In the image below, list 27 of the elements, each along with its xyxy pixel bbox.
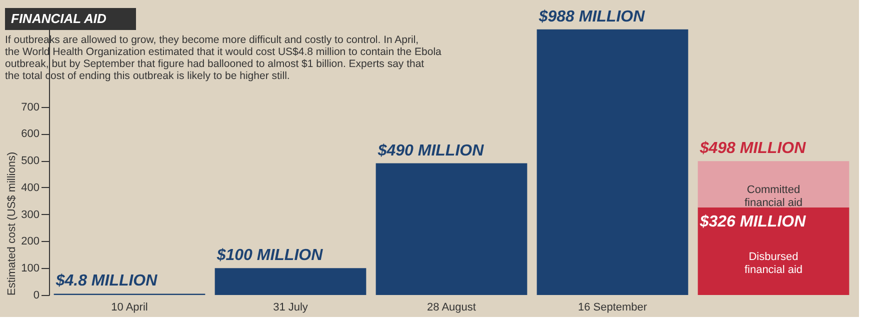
data-label: $100 MILLION — [216, 247, 324, 264]
y-tick-label: 200 — [21, 236, 40, 248]
x-tick-label: 28 August — [427, 302, 476, 314]
chart-title: FINANCIAL AID — [11, 11, 107, 26]
x-tick-label: 10 April — [111, 302, 148, 314]
y-tick-label: 300 — [21, 208, 40, 221]
bar — [536, 29, 688, 295]
data-label: $988 MILLION — [538, 8, 646, 26]
bar — [214, 268, 366, 295]
series-label: Committed financial aid — [744, 184, 803, 210]
y-tick-label: 100 — [21, 262, 40, 275]
data-label: $4.8 MILLION — [54, 272, 158, 290]
x-tick-label: 16 September — [578, 302, 648, 314]
y-tick-label: 500 — [21, 155, 40, 168]
y-tick-label: 400 — [21, 182, 40, 194]
data-label: $490 MILLION — [376, 142, 484, 160]
total-label: $498 MILLION — [698, 140, 806, 158]
y-tick-label: 0 — [33, 290, 40, 302]
x-tick-label: 31 July — [273, 302, 308, 314]
bar — [376, 163, 528, 295]
data-label: $326 MILLION — [698, 213, 806, 230]
bar — [698, 207, 850, 295]
bar — [698, 161, 850, 208]
series-label: Disbursed financial aid — [744, 251, 803, 276]
y-axis-title: Estimated cost (US$ millions) — [6, 152, 18, 296]
y-tick-label: 700 — [21, 101, 40, 114]
y-tick-label: 600 — [21, 128, 40, 140]
